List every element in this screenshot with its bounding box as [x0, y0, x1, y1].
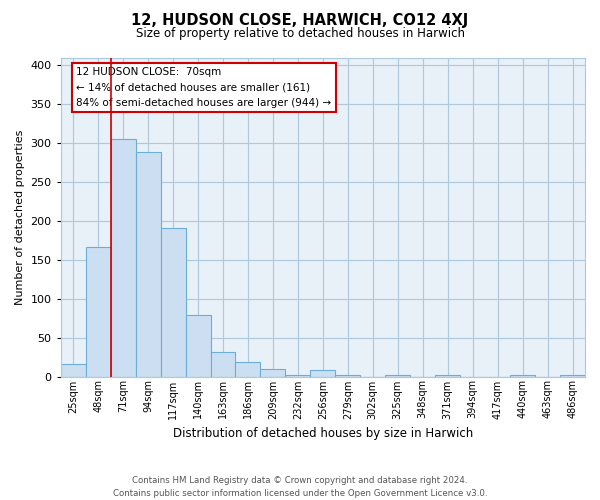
Bar [435, 375, 460, 376]
Bar [235, 362, 260, 376]
X-axis label: Distribution of detached houses by size in Harwich: Distribution of detached houses by size … [173, 427, 473, 440]
Bar [211, 352, 235, 376]
Text: 12 HUDSON CLOSE:  70sqm
← 14% of detached houses are smaller (161)
84% of semi-d: 12 HUDSON CLOSE: 70sqm ← 14% of detached… [76, 67, 332, 108]
Text: 12, HUDSON CLOSE, HARWICH, CO12 4XJ: 12, HUDSON CLOSE, HARWICH, CO12 4XJ [131, 12, 469, 28]
Text: Contains HM Land Registry data © Crown copyright and database right 2024.
Contai: Contains HM Land Registry data © Crown c… [113, 476, 487, 498]
Bar [61, 364, 86, 376]
Bar [286, 375, 310, 376]
Bar [185, 315, 211, 376]
Bar [310, 370, 335, 376]
Bar [260, 368, 286, 376]
Y-axis label: Number of detached properties: Number of detached properties [15, 130, 25, 304]
Bar [335, 375, 361, 376]
Bar [86, 246, 110, 376]
Text: Size of property relative to detached houses in Harwich: Size of property relative to detached ho… [136, 28, 464, 40]
Bar [110, 139, 136, 376]
Bar [136, 152, 161, 376]
Bar [161, 228, 185, 376]
Bar [510, 375, 535, 376]
Bar [560, 375, 585, 376]
Bar [385, 375, 410, 376]
